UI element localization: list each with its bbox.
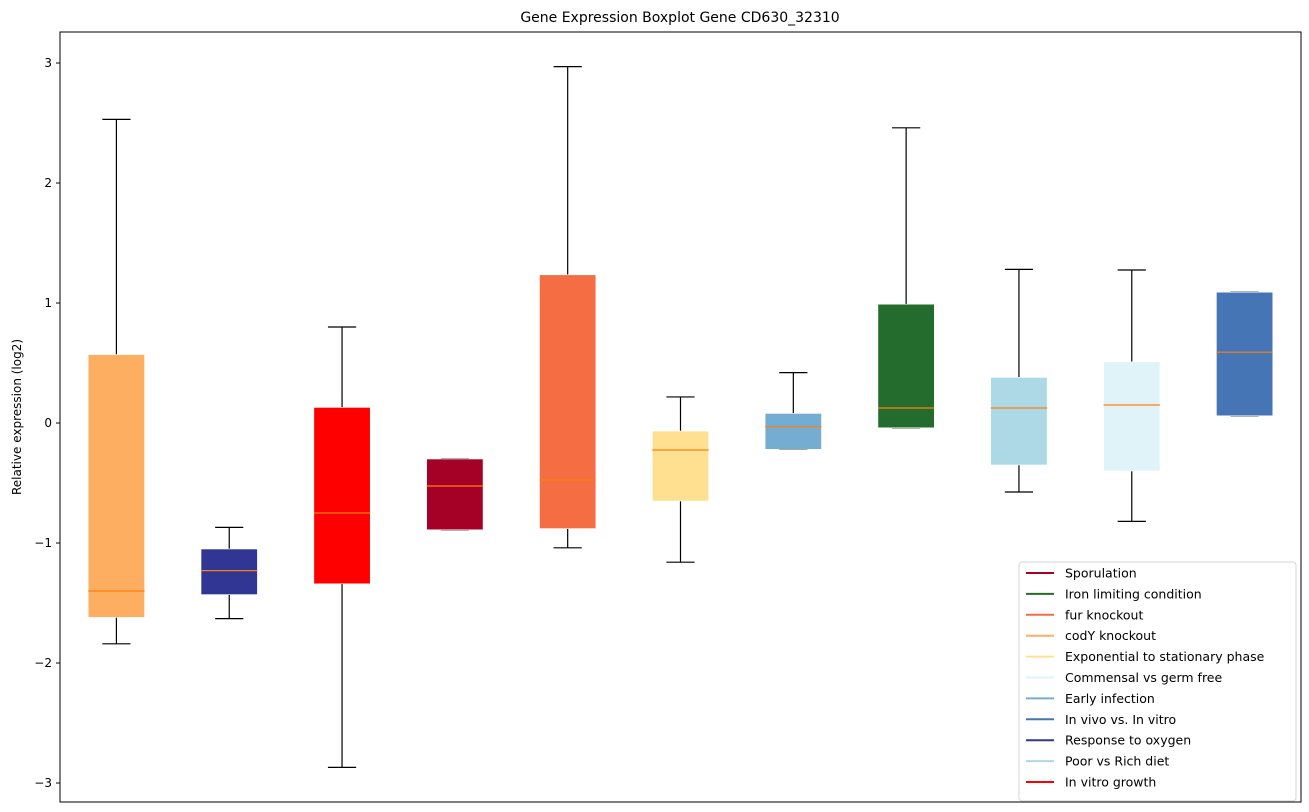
- box-body: [539, 274, 597, 529]
- legend-item: In vitro growth: [1026, 775, 1156, 790]
- boxes-group: [87, 65, 1274, 769]
- legend-label: Early infection: [1065, 691, 1155, 706]
- box-exponential-to-stationary-phase: [651, 396, 710, 563]
- box-fur-knockout: [539, 65, 597, 549]
- box-commensal-vs-germ-free: [1103, 269, 1161, 523]
- chart-title: Gene Expression Boxplot Gene CD630_32310: [520, 10, 839, 26]
- legend-label: In vivo vs. In vitro: [1065, 712, 1176, 727]
- legend-item: codY knockout: [1026, 628, 1156, 643]
- legend-item: fur knockout: [1026, 607, 1143, 622]
- legend-item: Sporulation: [1026, 566, 1137, 581]
- legend-item: Commensal vs germ free: [1026, 670, 1222, 685]
- legend-label: Commensal vs germ free: [1065, 670, 1222, 685]
- box-body: [990, 377, 1048, 466]
- box-body: [426, 458, 484, 531]
- box-body: [877, 303, 935, 429]
- legend-item: Iron limiting condition: [1026, 586, 1202, 601]
- box-in-vivo-vs-in-vitro: [1216, 291, 1274, 417]
- box-poor-vs-rich-diet: [990, 268, 1048, 493]
- y-axis-ticks: −3 −2 −1 0 1 2 3: [34, 56, 60, 790]
- legend-item: Poor vs Rich diet: [1026, 754, 1169, 769]
- legend-label: Sporulation: [1065, 566, 1137, 581]
- legend-item: Exponential to stationary phase: [1026, 649, 1265, 664]
- box-cody-knockout: [87, 118, 145, 645]
- y-tick-label: −3: [34, 776, 52, 790]
- legend-label: In vitro growth: [1065, 775, 1156, 790]
- y-tick-label: 2: [44, 176, 52, 190]
- legend-frame: [1018, 561, 1297, 802]
- legend-label: codY knockout: [1065, 628, 1156, 643]
- box-body: [200, 548, 258, 595]
- box-body: [651, 430, 710, 502]
- box-early-infection: [764, 372, 822, 450]
- plot-frame: [59, 31, 1302, 803]
- y-tick-label: −2: [34, 656, 52, 670]
- legend-label: Poor vs Rich diet: [1065, 754, 1169, 769]
- y-tick-label: 1: [44, 296, 52, 310]
- box-body: [87, 354, 145, 618]
- legend-item: Early infection: [1026, 691, 1155, 706]
- legend-item: In vivo vs. In vitro: [1026, 712, 1176, 727]
- box-in-vitro-growth: [313, 326, 371, 769]
- box-iron-limiting-condition: [877, 127, 935, 429]
- legend: Sporulation Iron limiting condition fur kn…: [1018, 561, 1297, 802]
- legend-label: Response to oxygen: [1065, 733, 1191, 748]
- box-body: [1216, 291, 1274, 417]
- box-body: [764, 413, 822, 450]
- legend-label: Iron limiting condition: [1065, 586, 1202, 601]
- y-tick-label: 3: [44, 56, 52, 70]
- legend-item: Response to oxygen: [1026, 733, 1191, 748]
- legend-label: fur knockout: [1065, 607, 1143, 622]
- y-tick-label: −1: [34, 536, 52, 550]
- box-body: [1103, 361, 1161, 472]
- box-sporulation: [426, 458, 484, 531]
- legend-label: Exponential to stationary phase: [1065, 649, 1265, 664]
- y-axis-label: Relative expression (log2): [10, 339, 24, 495]
- box-body: [313, 407, 371, 585]
- y-tick-label: 0: [44, 416, 52, 430]
- box-response-to-oxygen: [200, 526, 258, 620]
